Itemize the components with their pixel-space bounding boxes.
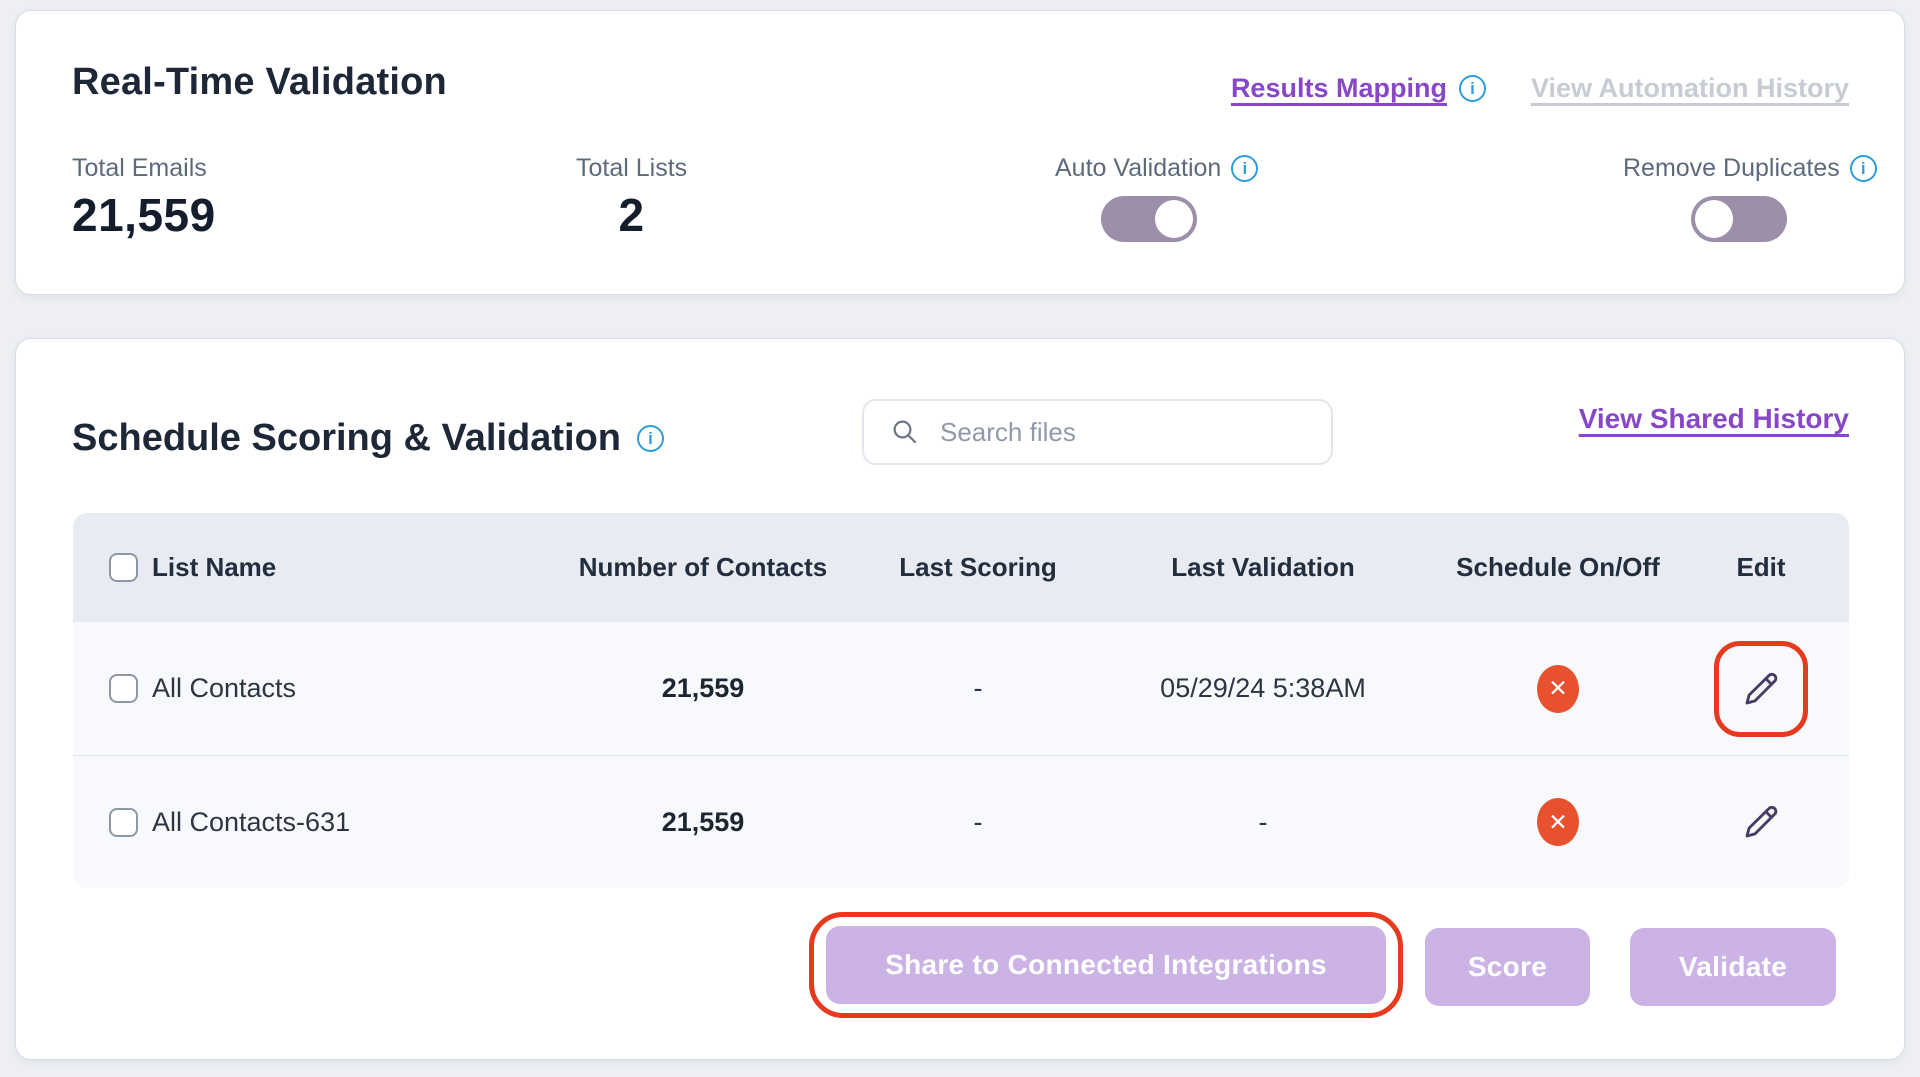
results-mapping-link[interactable]: Results Mapping — [1230, 73, 1447, 103]
table-header-row: List Name Number of Contacts Last Scorin… — [73, 513, 1849, 622]
lists-table: List Name Number of Contacts Last Scorin… — [73, 513, 1849, 888]
total-emails-value: 21,559 — [72, 189, 216, 241]
last-validation-value: - — [1258, 806, 1268, 837]
toggle-knob — [1155, 200, 1193, 238]
list-name: All Contacts-631 — [152, 806, 351, 837]
realtime-validation-card: Real-Time Validation Results Mapping Vie… — [15, 10, 1905, 295]
header-list-name: List Name — [152, 552, 277, 582]
schedule-off-icon[interactable] — [1537, 664, 1579, 713]
total-emails-stat: Total Emails 21,559 — [72, 154, 216, 242]
row-checkbox[interactable] — [109, 674, 138, 703]
toggle-knob — [1695, 200, 1733, 238]
search-box[interactable] — [862, 399, 1333, 465]
auto-validation-label: Auto Validation — [1055, 154, 1222, 182]
header-edit: Edit — [1736, 552, 1786, 582]
auto-validation-stat: Auto Validation — [1055, 154, 1259, 242]
total-emails-label: Total Emails — [72, 154, 207, 182]
search-icon — [893, 420, 917, 444]
row-checkbox[interactable] — [109, 807, 138, 837]
list-name: All Contacts — [152, 673, 297, 703]
edit-pencil-icon[interactable] — [1741, 802, 1781, 842]
last-validation-value: 05/29/24 5:38AM — [1160, 673, 1366, 703]
total-lists-label: Total Lists — [576, 154, 688, 182]
search-input[interactable] — [940, 416, 1311, 448]
last-scoring-value: - — [973, 806, 983, 837]
share-to-integrations-button[interactable]: Share to Connected Integrations — [826, 926, 1386, 1004]
remove-duplicates-stat: Remove Duplicates — [1623, 154, 1877, 242]
schedule-title-info-icon[interactable] — [637, 425, 664, 452]
schedule-scoring-card: Schedule Scoring & Validation View Share… — [15, 338, 1905, 1060]
header-last-scoring: Last Scoring — [899, 552, 1057, 582]
auto-validation-info-icon[interactable] — [1231, 155, 1259, 182]
score-button[interactable]: Score — [1425, 928, 1590, 1006]
last-scoring-value: - — [973, 673, 983, 703]
table-row: All Contacts-631 21,559 - - — [73, 755, 1849, 888]
schedule-card-title-text: Schedule Scoring & Validation — [72, 417, 621, 459]
header-number-of-contacts: Number of Contacts — [578, 552, 828, 582]
remove-duplicates-info-icon[interactable] — [1849, 155, 1877, 182]
realtime-header-links: Results Mapping View Automation History — [1231, 73, 1849, 104]
actions-bar: Share to Connected Integrations Score Va… — [16, 912, 1906, 1022]
view-shared-history-link[interactable]: View Shared History — [1578, 403, 1849, 434]
annotation-highlight-share: Share to Connected Integrations — [809, 912, 1403, 1018]
realtime-card-title: Real-Time Validation — [72, 61, 447, 103]
schedule-off-icon[interactable] — [1537, 798, 1579, 846]
remove-duplicates-toggle[interactable] — [1691, 196, 1787, 242]
view-automation-history-link[interactable]: View Automation History — [1530, 73, 1849, 103]
edit-pencil-icon[interactable] — [1741, 669, 1781, 709]
schedule-card-title: Schedule Scoring & Validation — [72, 417, 664, 460]
contacts-count: 21,559 — [661, 673, 745, 703]
header-last-validation: Last Validation — [1171, 552, 1355, 582]
remove-duplicates-label: Remove Duplicates — [1623, 154, 1840, 182]
select-all-checkbox[interactable] — [109, 553, 138, 582]
results-mapping-info-icon[interactable] — [1458, 75, 1486, 102]
auto-validation-toggle[interactable] — [1101, 196, 1197, 242]
header-schedule-on-off: Schedule On/Off — [1456, 552, 1660, 582]
total-lists-value: 2 — [618, 189, 645, 241]
validate-button[interactable]: Validate — [1630, 928, 1836, 1006]
table-row: All Contacts 21,559 - 05/29/24 5:38AM — [73, 622, 1849, 755]
total-lists-stat: Total Lists 2 — [576, 154, 687, 242]
contacts-count: 21,559 — [661, 806, 745, 837]
